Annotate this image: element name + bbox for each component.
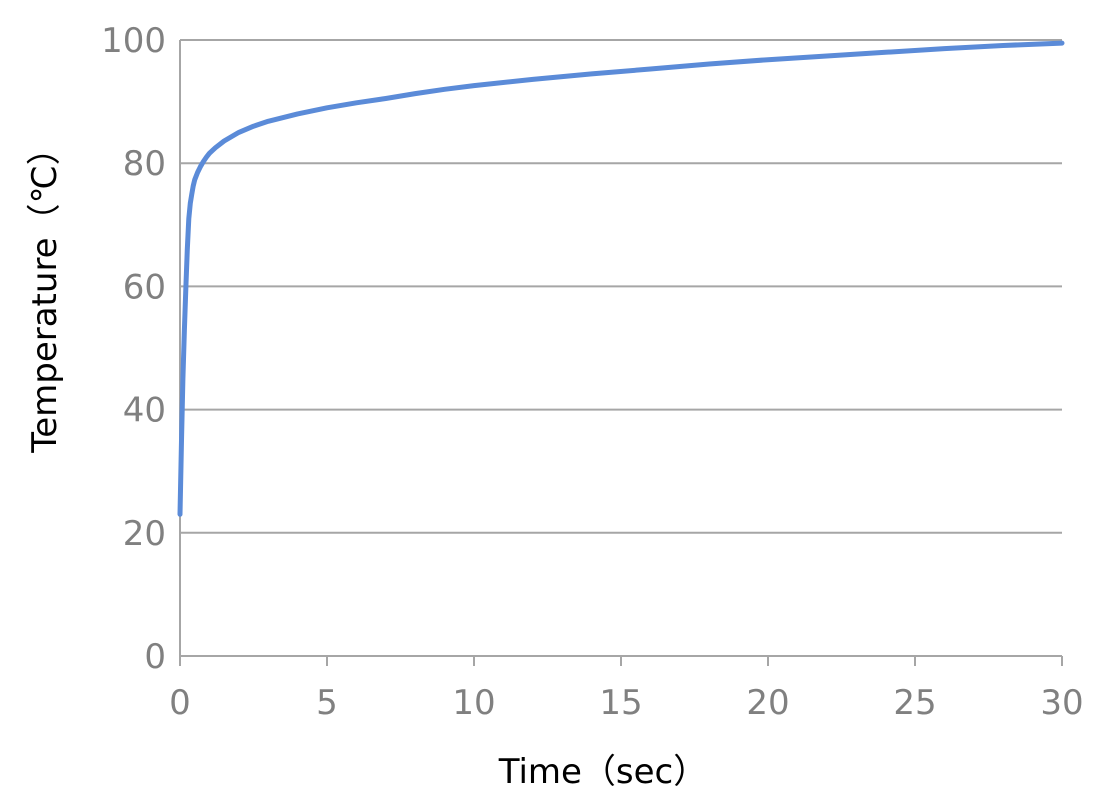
series-line-0 (177, 40, 1065, 517)
x-tick-label: 5 (316, 683, 338, 723)
y-tick-label: 80 (123, 144, 166, 184)
x-tick-label: 10 (452, 683, 495, 723)
y-tick-label: 20 (123, 514, 166, 554)
x-tick-label: 25 (893, 683, 936, 723)
gridlines (180, 39, 1062, 534)
x-tick-label: 0 (169, 683, 191, 723)
x-tick-label: 30 (1040, 683, 1083, 723)
y-tick-label: 0 (144, 637, 166, 677)
x-axis-title: Time（sec） (498, 752, 708, 792)
y-tick-label: 40 (123, 391, 166, 431)
x-tick-label: 15 (599, 683, 642, 723)
x-tick-label: 20 (746, 683, 789, 723)
tick-labels: 0 20 40 60 80 100 0 5 10 15 20 25 30 (101, 21, 1084, 723)
y-axis-title: Temperature（℃） (25, 131, 65, 454)
series-layer (177, 40, 1065, 517)
y-tick-label: 60 (123, 267, 166, 307)
axes (179, 40, 1063, 666)
y-tick-label: 100 (101, 21, 166, 61)
